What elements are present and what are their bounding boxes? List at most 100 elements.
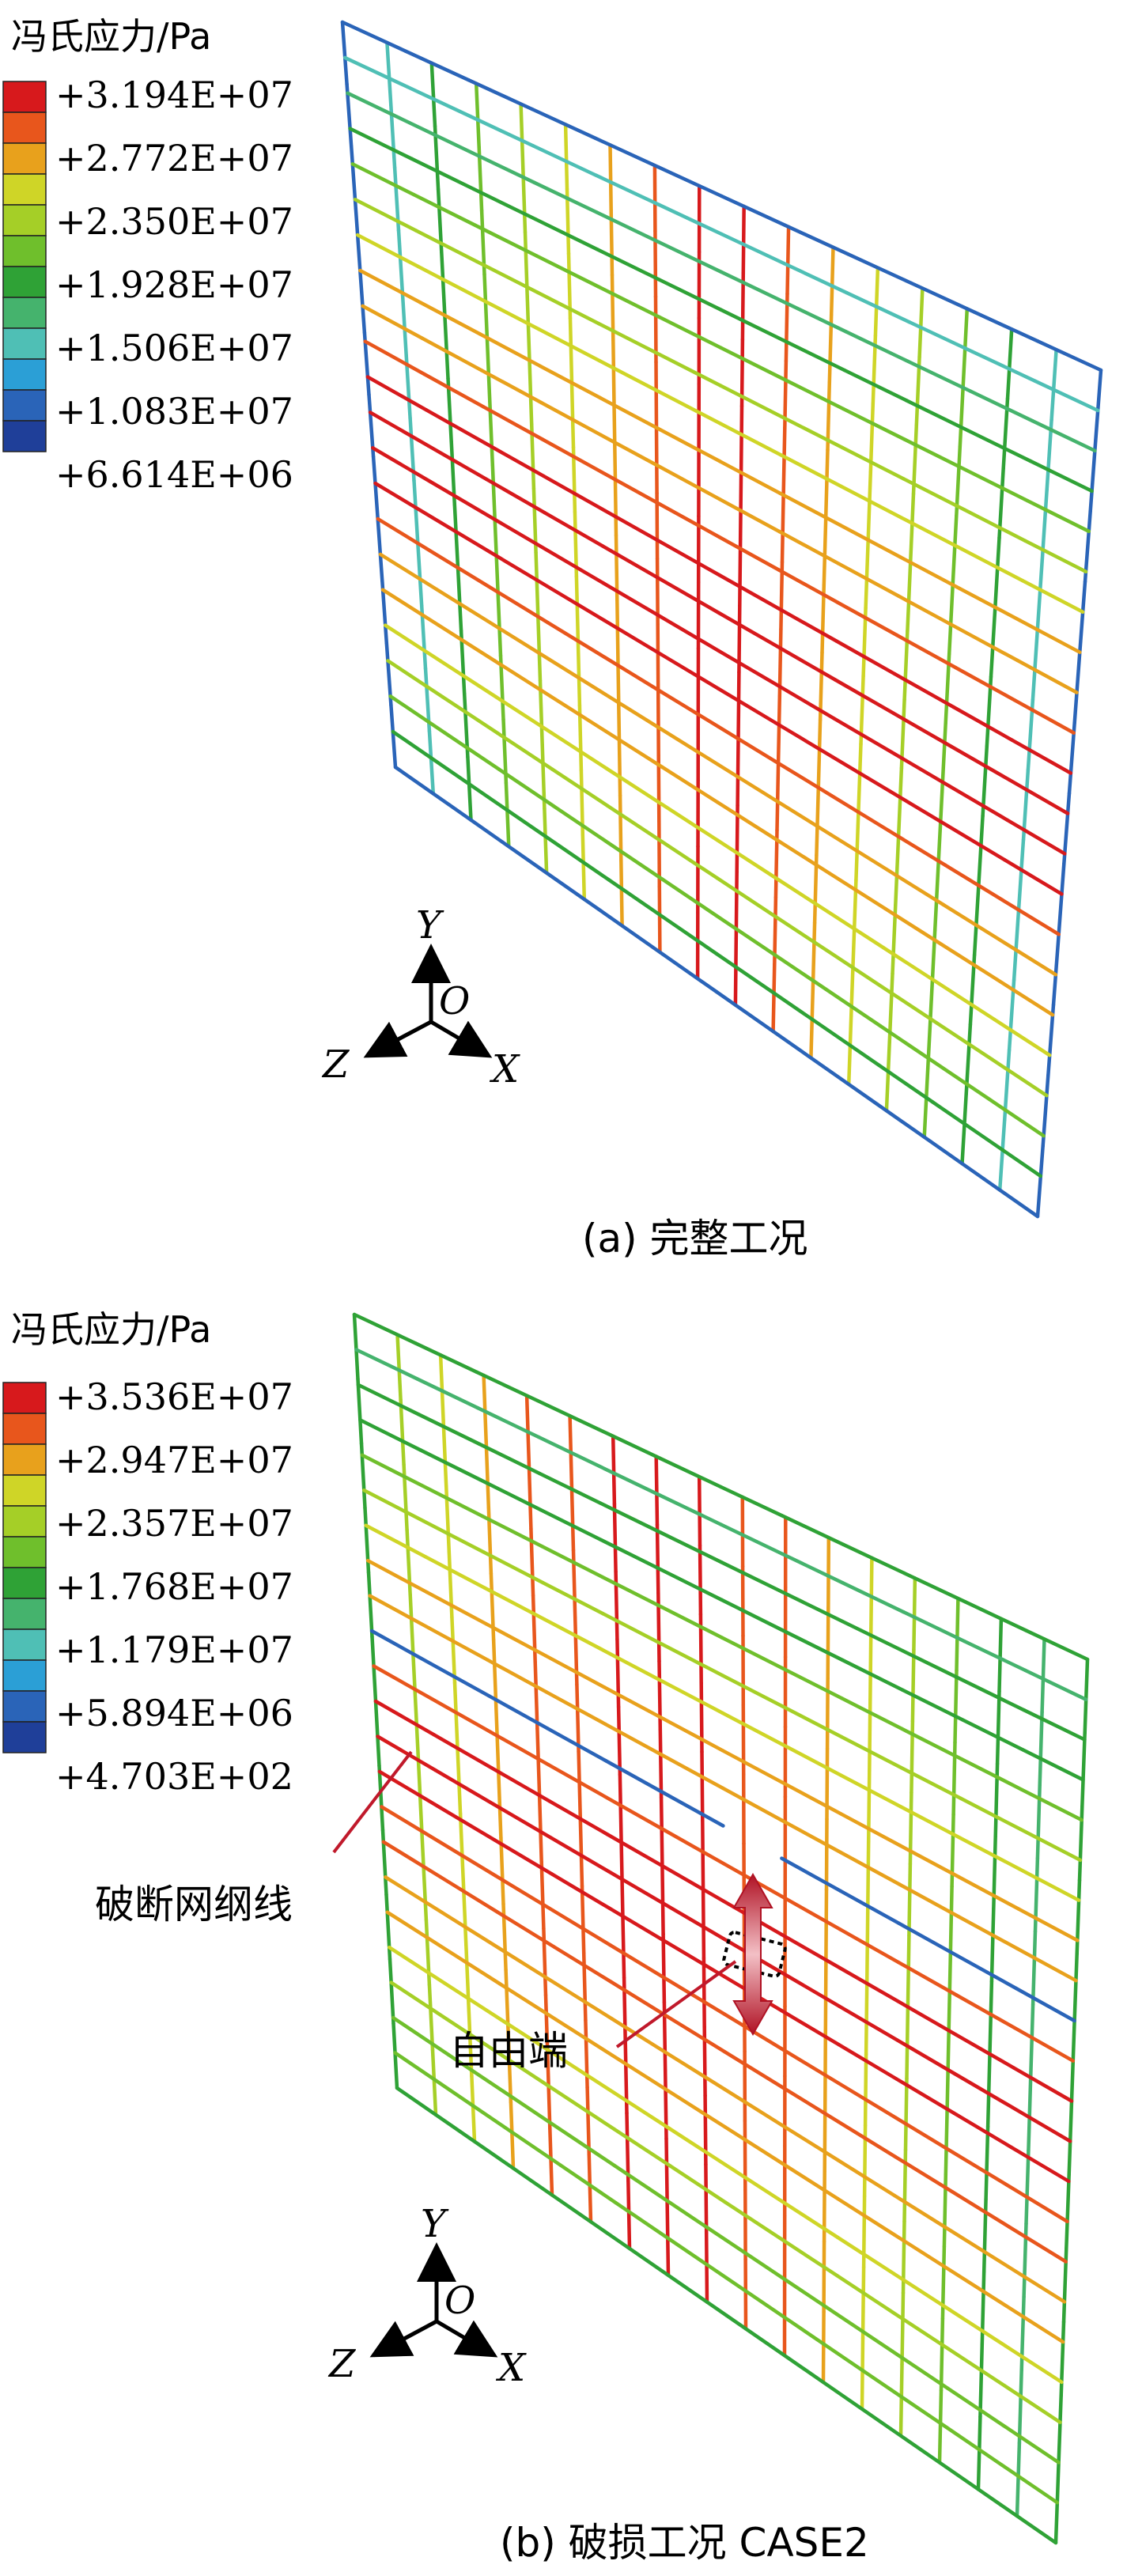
- mesh-horizontal-line: [719, 1485, 785, 1518]
- mesh-horizontal-line: [600, 1611, 664, 1647]
- mesh-horizontal-line: [418, 300, 482, 336]
- mesh-horizontal-line: [982, 1177, 1040, 1219]
- mesh-horizontal-line: [773, 759, 834, 798]
- mesh-vertical-line: [615, 598, 620, 668]
- mesh-horizontal-line: [662, 1754, 725, 1791]
- mesh-vertical-line: [1078, 580, 1087, 654]
- mesh-horizontal-line: [724, 2275, 784, 2317]
- mesh-horizontal-line: [555, 2054, 615, 2094]
- mesh-horizontal-line: [611, 2090, 671, 2131]
- legend-a-title: 冯氏应力/Pa: [11, 15, 211, 58]
- mesh-vertical-line: [988, 1980, 994, 2056]
- mesh-vertical-line: [1031, 628, 1040, 702]
- mesh-horizontal-line: [484, 477, 546, 515]
- mesh-horizontal-line: [358, 268, 422, 305]
- mesh-horizontal-line: [429, 1697, 493, 1734]
- mesh-horizontal-line: [546, 621, 607, 660]
- mesh-horizontal-line: [437, 623, 497, 663]
- mesh-vertical-line: [568, 1413, 574, 1485]
- mesh-horizontal-line: [547, 657, 607, 697]
- mesh-vertical-line: [450, 1615, 457, 1685]
- mesh-vertical-line: [1075, 1878, 1082, 1956]
- mesh-horizontal-line: [505, 2162, 564, 2204]
- mesh-horizontal-line: [779, 2237, 839, 2278]
- legend-b-swatch: [2, 1536, 47, 1568]
- axis-x-arrow: [435, 2319, 498, 2358]
- mesh-horizontal-line: [558, 2163, 618, 2205]
- mesh-horizontal-line: [837, 562, 901, 598]
- legend-b-swatch: [2, 1413, 47, 1445]
- mesh-vertical-line: [663, 2068, 668, 2141]
- mesh-horizontal-line: [663, 1791, 725, 1828]
- mesh-horizontal-line: [780, 1818, 843, 1855]
- mesh-horizontal-line: [834, 639, 897, 676]
- mesh-horizontal-line: [768, 1027, 826, 1069]
- mesh-vertical-line: [569, 380, 576, 449]
- mesh-vertical-line: [947, 1957, 952, 2033]
- mesh-vertical-line: [906, 560, 913, 634]
- mesh-vertical-line: [741, 204, 746, 275]
- mesh-horizontal-line: [894, 2116, 955, 2154]
- mesh-horizontal-line: [494, 1874, 555, 1912]
- mesh-horizontal-line: [660, 802, 720, 842]
- mesh-horizontal-line: [358, 1418, 422, 1452]
- mesh-horizontal-line: [658, 1456, 723, 1489]
- mesh-horizontal-line: [948, 2268, 1009, 2309]
- mesh-horizontal-line: [782, 261, 849, 295]
- mesh-horizontal-line: [385, 1910, 446, 1950]
- mesh-horizontal-line: [780, 1590, 845, 1624]
- mesh-horizontal-line: [941, 902, 1001, 942]
- mesh-horizontal-line: [724, 2238, 784, 2279]
- mesh-vertical-line: [864, 1981, 869, 2056]
- mesh-horizontal-line: [962, 1678, 1027, 1712]
- legend-b-swatch: [2, 1443, 47, 1476]
- mesh-vertical-line: [866, 470, 873, 542]
- mesh-horizontal-line: [538, 1471, 603, 1505]
- mesh-horizontal-line: [715, 951, 773, 993]
- mesh-horizontal-line: [715, 876, 774, 917]
- legend-b-value: +2.357E+07: [55, 1502, 293, 1545]
- mesh-horizontal-line: [480, 1514, 544, 1549]
- legend-a-swatch: [2, 204, 47, 236]
- axis-z-arrow: [363, 1019, 433, 1058]
- mesh-vertical-line: [458, 1812, 465, 1882]
- mesh-vertical-line: [548, 2126, 554, 2197]
- legend-a-value: +1.506E+07: [55, 327, 293, 369]
- mesh-horizontal-line: [1016, 1907, 1080, 1942]
- legend-b-swatch: [2, 1474, 47, 1507]
- mesh-horizontal-line: [608, 1942, 669, 1982]
- axis-z-arrow: [369, 2319, 438, 2358]
- mesh-horizontal-line: [902, 437, 968, 472]
- mesh-horizontal-line: [779, 2085, 841, 2124]
- mesh-horizontal-line: [1005, 818, 1067, 856]
- mesh-horizontal-line: [416, 264, 481, 300]
- mesh-horizontal-line: [490, 622, 551, 661]
- mesh-vertical-line: [506, 2034, 513, 2105]
- mesh-vertical-line: [976, 2415, 982, 2491]
- mesh-vertical-line: [482, 272, 490, 340]
- mesh-horizontal-line: [606, 1833, 668, 1870]
- broken-line-leader: [332, 1750, 413, 1854]
- mesh-vertical-line: [470, 2074, 477, 2143]
- mesh-horizontal-line: [769, 989, 827, 1030]
- panel-b: 冯氏应力/Pa +3.536E+07 +2.947E+07 +2.357E+07…: [2, 1308, 1090, 2566]
- free-end-marker: [722, 1931, 787, 1978]
- mesh-vertical-line: [701, 1887, 706, 1961]
- mesh-horizontal-line: [720, 1598, 784, 1632]
- mesh-vertical-line: [912, 1576, 917, 1652]
- mesh-vertical-line: [1005, 327, 1014, 401]
- mesh-vertical-line: [389, 703, 398, 770]
- mesh-vertical-line: [542, 1927, 548, 1997]
- mesh-horizontal-line: [1020, 578, 1085, 614]
- mesh-horizontal-line: [717, 497, 781, 534]
- mesh-horizontal-line: [1010, 2105, 1072, 2143]
- mesh-horizontal-line: [970, 350, 1038, 384]
- mesh-vertical-line: [611, 338, 616, 407]
- mesh-vertical-line: [1035, 1144, 1045, 1219]
- mesh-horizontal-line: [773, 721, 835, 759]
- mesh-horizontal-line: [954, 2033, 1015, 2070]
- mesh-vertical-line: [984, 2124, 990, 2201]
- mesh-horizontal-line: [825, 948, 884, 989]
- mesh-horizontal-line: [346, 91, 412, 125]
- legend-a-value: +3.194E+07: [55, 74, 293, 116]
